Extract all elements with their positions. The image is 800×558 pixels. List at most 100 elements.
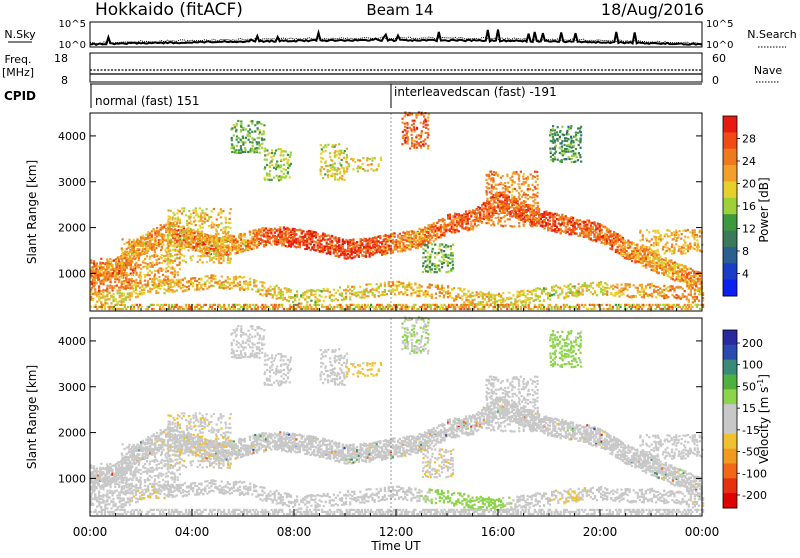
- power-cell: [336, 252, 338, 254]
- power-cell: [372, 292, 374, 294]
- power-cell: [331, 299, 333, 301]
- power-cell: [382, 292, 384, 294]
- power-cell: [618, 295, 620, 297]
- power-cell: [279, 229, 281, 231]
- power-cell: [586, 284, 588, 286]
- power-cell: [429, 283, 431, 285]
- power-cell: [496, 294, 498, 296]
- power-cell: [610, 286, 612, 288]
- nsky-tick-bottom: 10^0: [59, 40, 86, 51]
- power-cell: [396, 289, 398, 291]
- power-cell: [363, 292, 365, 294]
- power-cell: [563, 297, 565, 299]
- power-cell: [567, 295, 569, 297]
- power-cell: [123, 298, 125, 300]
- power-cell: [254, 241, 256, 243]
- power-cell: [416, 287, 418, 289]
- power-cell: [490, 299, 492, 301]
- power-cell: [308, 290, 310, 292]
- power-cell: [627, 289, 629, 291]
- power-cell: [394, 293, 396, 295]
- power-cell: [96, 301, 98, 303]
- power-cell: [135, 296, 137, 298]
- power-cell: [492, 294, 494, 296]
- power-cell: [586, 290, 588, 292]
- power-cell: [586, 287, 588, 289]
- power-cell: [567, 285, 569, 287]
- power-cell: [288, 290, 290, 292]
- power-cell: [351, 290, 353, 292]
- power-cell: [641, 296, 643, 298]
- power-cell: [349, 296, 351, 298]
- power-cell: [149, 290, 151, 292]
- power-cell: [337, 299, 339, 301]
- power-cell: [459, 297, 461, 299]
- power-cell: [474, 299, 476, 301]
- power-cell: [310, 294, 312, 296]
- power-cell: [221, 275, 223, 277]
- power-cell: [292, 296, 294, 298]
- power-cell: [163, 226, 165, 228]
- power-cell: [435, 238, 437, 240]
- power-cell: [392, 282, 394, 284]
- power-cell: [579, 223, 581, 225]
- power-cell: [408, 286, 410, 288]
- power-cell: [682, 288, 684, 290]
- power-cell: [212, 274, 214, 276]
- power-cell: [261, 281, 263, 283]
- power-cell: [329, 249, 331, 251]
- power-cell: [182, 284, 184, 286]
- power-cell: [504, 300, 506, 302]
- power-cell: [280, 295, 282, 297]
- power-cell: [611, 248, 613, 250]
- power-cell: [531, 297, 533, 299]
- power-cell: [543, 227, 545, 229]
- power-cell: [625, 284, 627, 286]
- power-cell: [227, 276, 229, 278]
- power-cell: [399, 233, 401, 235]
- power-cell: [331, 235, 333, 237]
- power-cell: [415, 236, 417, 238]
- power-cell: [233, 235, 235, 237]
- power-cell: [555, 285, 557, 287]
- power-cell: [137, 293, 139, 295]
- power-cell: [163, 288, 165, 290]
- power-cell: [139, 287, 141, 289]
- power-cell: [435, 293, 437, 295]
- power-cell: [274, 288, 276, 290]
- power-cell: [606, 291, 608, 293]
- power-cell: [641, 284, 643, 286]
- power-cell: [543, 290, 545, 292]
- power-cell: [355, 292, 357, 294]
- power-cell: [571, 286, 573, 288]
- power-cell: [435, 297, 437, 299]
- power-cell: [523, 290, 525, 292]
- power-cell: [374, 289, 376, 291]
- power-cell: [229, 284, 231, 286]
- power-cell: [402, 282, 404, 284]
- power-cell: [490, 295, 492, 297]
- power-cell: [225, 285, 227, 287]
- power-cell: [537, 287, 539, 289]
- power-cell: [343, 297, 345, 299]
- power-cell: [270, 289, 272, 291]
- power-cell: [166, 289, 168, 291]
- power-cell: [472, 295, 474, 297]
- power-cell: [500, 295, 502, 297]
- power-cell: [398, 281, 400, 283]
- power-cell: [565, 294, 567, 296]
- power-cell: [490, 293, 492, 295]
- power-cell: [582, 284, 584, 286]
- power-cell: [278, 297, 280, 299]
- power-cell: [437, 285, 439, 287]
- power-cell: [671, 288, 673, 290]
- power-cell: [341, 299, 343, 301]
- power-cell: [117, 301, 119, 303]
- power-cell: [180, 287, 182, 289]
- power-cell: [592, 227, 594, 229]
- power-cell: [502, 292, 504, 294]
- power-cell: [100, 293, 102, 295]
- power-cell: [418, 292, 420, 294]
- power-cell: [92, 299, 94, 301]
- power-cell: [624, 239, 626, 241]
